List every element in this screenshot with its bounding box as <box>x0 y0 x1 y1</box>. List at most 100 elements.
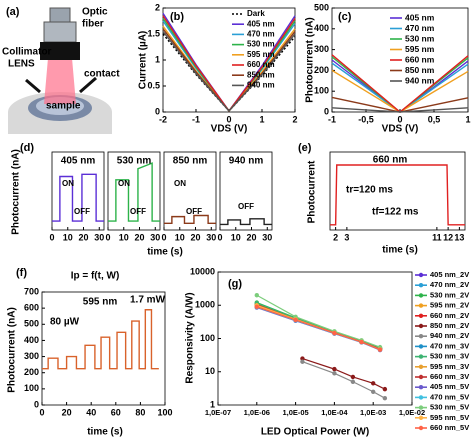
plot-frame <box>219 151 273 231</box>
y-axis-label: Current (µA) <box>138 31 149 90</box>
data-point <box>332 366 337 372</box>
x-tick-label: 13 <box>454 232 464 242</box>
legend-label: 660 nm_5V <box>430 423 469 432</box>
x-axis-label: time (s) <box>382 245 418 256</box>
x-tick-label: 20 <box>247 232 257 242</box>
legend-label: 660 nm_3V <box>430 372 469 381</box>
subplot-title: 940 nm <box>229 156 264 167</box>
legend-label: 470 nm <box>247 30 275 39</box>
y-tick-label: 1 <box>210 399 215 409</box>
setup-diagram: (a) Optic fiber Collimator LENS contact … <box>2 6 120 134</box>
legend-marker <box>418 425 424 431</box>
legend-marker <box>418 374 424 380</box>
plot-frame <box>329 151 466 231</box>
x-tick-label: 10 <box>231 232 241 242</box>
x-tick-label: 1,0E-05 <box>282 408 308 417</box>
y-tick-label: 300 <box>24 351 39 361</box>
legend-label: 530 nm_5V <box>430 403 469 412</box>
x-axis-label: time (s) <box>87 427 123 438</box>
fiber-body <box>43 21 77 43</box>
x-tick-label: 11 <box>432 232 442 242</box>
label: contact <box>84 69 120 80</box>
x-tick-label: 10 <box>175 232 185 242</box>
legend-marker <box>418 364 424 369</box>
legend-label: 530 nm <box>405 33 435 43</box>
x-tick-label: -0,5 <box>358 114 374 124</box>
panel-label: (b) <box>170 11 184 23</box>
chart-subtitle: 595 nm <box>83 297 118 308</box>
contact-probe <box>25 78 41 94</box>
legend-label: 595 nm <box>247 50 275 59</box>
lens <box>40 42 80 60</box>
y-tick-label: 0 <box>324 106 329 116</box>
label: sample <box>46 101 81 112</box>
legend-marker <box>418 344 424 349</box>
x-tick-label: 20 <box>79 232 89 242</box>
x-tick-label: 80 <box>135 407 145 417</box>
legend-label: 405 nm <box>247 19 275 28</box>
x-tick-label: 0 <box>105 232 110 242</box>
data-point <box>293 317 298 323</box>
annotation: 1.7 mW <box>130 295 166 306</box>
x-axis-label: LED Optical Power (W) <box>261 427 369 438</box>
y-axis-label: Responsivity (A/W) <box>185 292 196 383</box>
annotation: 80 µW <box>50 317 80 328</box>
x-tick-label: 30 <box>262 232 272 242</box>
data-point <box>371 381 376 386</box>
panel-label: (d) <box>20 142 34 154</box>
y-tick-label: 500 <box>24 319 39 329</box>
legend-marker <box>418 415 424 420</box>
x-tick-label: 0 <box>226 114 231 124</box>
legend-label: 850 nm_2V <box>430 321 469 330</box>
data-point <box>254 304 259 309</box>
x-axis-label: VDS (V) <box>382 124 419 135</box>
y-tick-label: 300 <box>314 44 329 54</box>
legend-marker <box>418 283 424 288</box>
legend-label: 595 nm_2V <box>430 301 469 310</box>
legend-label: 940 nm <box>247 81 275 90</box>
y-axis-label: Photocurrent (nA) <box>11 149 22 235</box>
legend-label: 940 nm <box>405 75 435 85</box>
x-tick-label: 1,0E-03 <box>360 408 386 417</box>
x-tick-label: 20 <box>191 232 201 242</box>
x-tick-label: 20 <box>135 232 145 242</box>
data-line <box>164 214 216 225</box>
data-line <box>330 164 465 226</box>
legend-marker <box>418 334 424 339</box>
plot-frame <box>162 7 296 113</box>
panel-label: (a) <box>6 6 20 18</box>
y-tick-label: 200 <box>314 65 329 75</box>
data-point <box>371 389 376 394</box>
y-tick-label: 10000 <box>190 266 215 276</box>
y-tick-label: 0 <box>34 399 39 409</box>
plot-frame <box>217 271 413 406</box>
data-line <box>162 30 296 113</box>
y-tick-label: 1.5 <box>147 28 160 38</box>
data-line <box>220 218 272 226</box>
data-line <box>162 15 296 113</box>
y-tick-label: 2 <box>155 2 160 12</box>
x-tick-label: 1,0E-04 <box>321 408 348 417</box>
x-tick-label: 1 <box>259 114 264 124</box>
x-tick-label: 1,0E-06 <box>244 408 270 417</box>
plot-frame <box>107 151 161 231</box>
data-point <box>300 359 305 364</box>
x-axis-label: VDS (V) <box>211 124 248 135</box>
data-point <box>382 396 388 401</box>
label: Optic <box>82 7 108 18</box>
y-tick-label: 1000 <box>195 300 215 310</box>
x-tick-label: 30 <box>150 232 160 242</box>
legend-label: 470 nm <box>405 23 435 33</box>
x-tick-label: 20 <box>62 407 72 417</box>
y-tick-label: 400 <box>24 335 39 345</box>
legend-label: 660 nm_2V <box>430 311 469 320</box>
x-tick-label: 0,5 <box>428 114 441 124</box>
subplot-title: 850 nm <box>173 156 208 167</box>
legend-label: 595 nm_5V <box>430 413 469 422</box>
data-point <box>332 371 337 376</box>
x-tick-label: 30 <box>94 232 104 242</box>
stage-body <box>8 112 112 134</box>
y-axis-label: Photocurrent (nA) <box>305 17 316 103</box>
plot-frame <box>41 291 166 406</box>
panel-label: (e) <box>298 142 312 154</box>
